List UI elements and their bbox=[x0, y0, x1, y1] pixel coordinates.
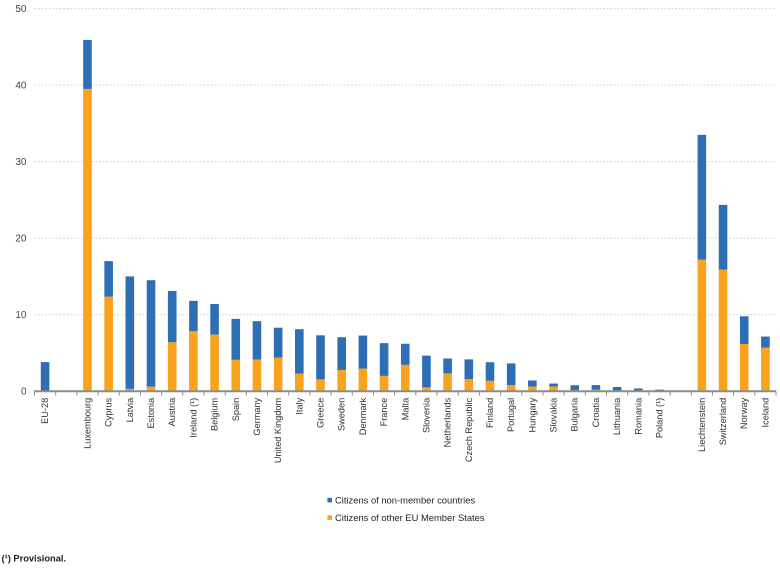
svg-text:Greece: Greece bbox=[316, 398, 326, 428]
svg-text:Belgium: Belgium bbox=[210, 397, 220, 431]
svg-text:Liechtenstein: Liechtenstein bbox=[697, 398, 707, 452]
svg-text:Latvia: Latvia bbox=[125, 397, 135, 422]
svg-text:Slovakia: Slovakia bbox=[549, 397, 559, 433]
svg-text:Germany: Germany bbox=[252, 397, 262, 435]
svg-text:20: 20 bbox=[15, 234, 27, 245]
svg-text:EU-28: EU-28 bbox=[40, 398, 50, 424]
svg-text:France: France bbox=[379, 398, 389, 427]
svg-text:Luxembourg: Luxembourg bbox=[82, 398, 92, 449]
svg-text:Estonia: Estonia bbox=[146, 397, 156, 429]
svg-text:Norway: Norway bbox=[739, 397, 749, 429]
svg-text:Malta: Malta bbox=[400, 397, 410, 420]
svg-text:Slovenia: Slovenia bbox=[421, 397, 431, 433]
svg-text:Denmark: Denmark bbox=[358, 397, 368, 435]
svg-text:Cyprus: Cyprus bbox=[104, 397, 114, 427]
svg-text:United Kingdom: United Kingdom bbox=[273, 397, 283, 463]
svg-text:Spain: Spain bbox=[231, 398, 241, 422]
svg-text:Poland (¹): Poland (¹) bbox=[654, 398, 664, 438]
svg-text:Finland: Finland bbox=[485, 398, 495, 428]
svg-text:Sweden: Sweden bbox=[337, 398, 347, 431]
svg-text:Czech Republic: Czech Republic bbox=[464, 397, 474, 462]
svg-text:0: 0 bbox=[21, 387, 27, 398]
svg-text:Romania: Romania bbox=[633, 397, 643, 435]
svg-text:10: 10 bbox=[15, 310, 27, 321]
svg-text:Citizens of other EU Member St: Citizens of other EU Member States bbox=[335, 512, 485, 523]
svg-text:Lithuania: Lithuania bbox=[612, 397, 622, 435]
svg-text:Austria: Austria bbox=[167, 397, 177, 426]
svg-text:Hungary: Hungary bbox=[527, 397, 537, 432]
svg-text:50: 50 bbox=[15, 4, 27, 15]
svg-text:Iceland: Iceland bbox=[760, 398, 770, 428]
svg-text:Portugal: Portugal bbox=[506, 398, 516, 432]
svg-text:40: 40 bbox=[15, 81, 27, 92]
svg-text:Bulgaria: Bulgaria bbox=[570, 397, 580, 432]
svg-text:Ireland (¹): Ireland (¹) bbox=[188, 398, 198, 438]
svg-text:30: 30 bbox=[15, 157, 27, 168]
svg-text:Netherlands: Netherlands bbox=[443, 397, 453, 447]
svg-text:Croatia: Croatia bbox=[591, 397, 601, 428]
svg-text:Italy: Italy bbox=[294, 397, 304, 414]
svg-text:Citizens of non-member countri: Citizens of non-member countries bbox=[335, 494, 475, 505]
svg-text:Switzerland: Switzerland bbox=[718, 398, 728, 446]
svg-text:(¹) Provisional.: (¹) Provisional. bbox=[2, 554, 67, 564]
